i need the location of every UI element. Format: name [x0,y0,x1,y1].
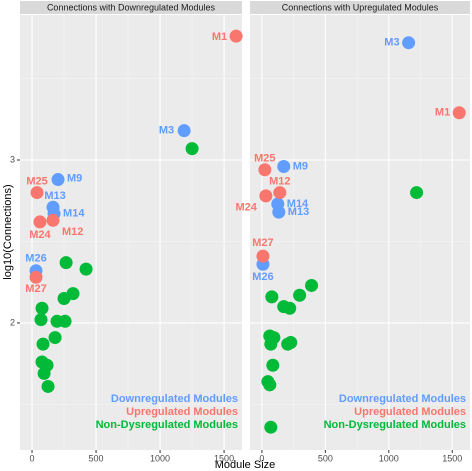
y-tick-label: 2 [10,317,15,327]
point-label: M1 [212,31,227,43]
point [66,287,80,301]
point [272,205,286,219]
x-tick-label: 1500 [442,453,462,463]
point-label: M13 [44,190,65,202]
point [46,213,60,227]
x-tick-label: 1500 [214,453,234,463]
point [264,420,278,434]
point [293,288,307,302]
panel-background [250,15,470,450]
point [264,337,278,351]
point-label: M3 [159,125,174,137]
point [29,270,43,284]
legend-entry: Downregulated Modules [111,393,238,405]
point [48,331,62,345]
x-axis-title: Module Size [215,459,276,471]
x-tick-label: 500 [318,453,333,463]
point-label: M9 [67,172,82,184]
point [59,256,73,270]
point [281,337,295,351]
point [79,262,93,276]
legend-entry: Upregulated Modules [126,406,238,418]
point [263,378,277,392]
x-tick-label: 0 [30,453,35,463]
point [185,142,199,156]
point [283,301,297,315]
point [410,186,424,200]
point-label: M3 [384,37,399,49]
strip [20,1,242,14]
point-label: M12 [269,175,290,187]
point [265,290,279,304]
point-label: M26 [25,253,46,265]
point [58,314,72,328]
legend-entry: Non-Dysregulated Modules [324,419,466,431]
legend-entry: Non-Dysregulated Modules [96,419,238,431]
point [259,189,273,203]
point [305,278,319,292]
point-label: M25 [254,153,275,165]
point-label: M24 [235,202,257,214]
point-label: M14 [287,198,309,210]
panel-background [20,15,242,450]
strip-title: Connections with Downregulated Modules [47,2,216,12]
point [256,249,270,263]
point-label: M9 [293,160,308,172]
point [33,215,47,229]
point [229,29,243,43]
x-tick-label: 0 [259,453,264,463]
point-label: M1 [435,107,450,119]
point-label: M26 [252,271,273,283]
point [273,186,287,200]
point-label: M14 [63,208,85,220]
point [41,379,55,393]
point [402,36,416,50]
point-label: M13 [288,206,309,218]
point-label: M25 [26,175,47,187]
point [277,160,291,174]
strip-title: Connections with Upregulated Modules [282,2,439,12]
point [30,186,44,200]
point [37,366,51,380]
point-label: M27 [252,237,273,249]
strip [250,1,470,14]
point [51,173,65,187]
legend-entry: Upregulated Modules [354,406,466,418]
point [34,313,48,327]
point [36,337,50,351]
point [452,106,466,120]
point [35,301,49,315]
point [258,163,272,177]
x-tick-label: 500 [89,453,104,463]
point-label: M27 [25,283,46,295]
point [177,124,191,138]
legend-entry: Downregulated Modules [339,393,466,405]
y-axis-title: log10(Connections) [2,184,14,279]
x-tick-label: 1000 [379,453,399,463]
point-label: M24 [29,229,51,241]
y-tick-label: 3 [10,154,15,164]
x-tick-label: 1000 [150,453,170,463]
point-label: M12 [62,226,83,238]
point [266,358,280,372]
